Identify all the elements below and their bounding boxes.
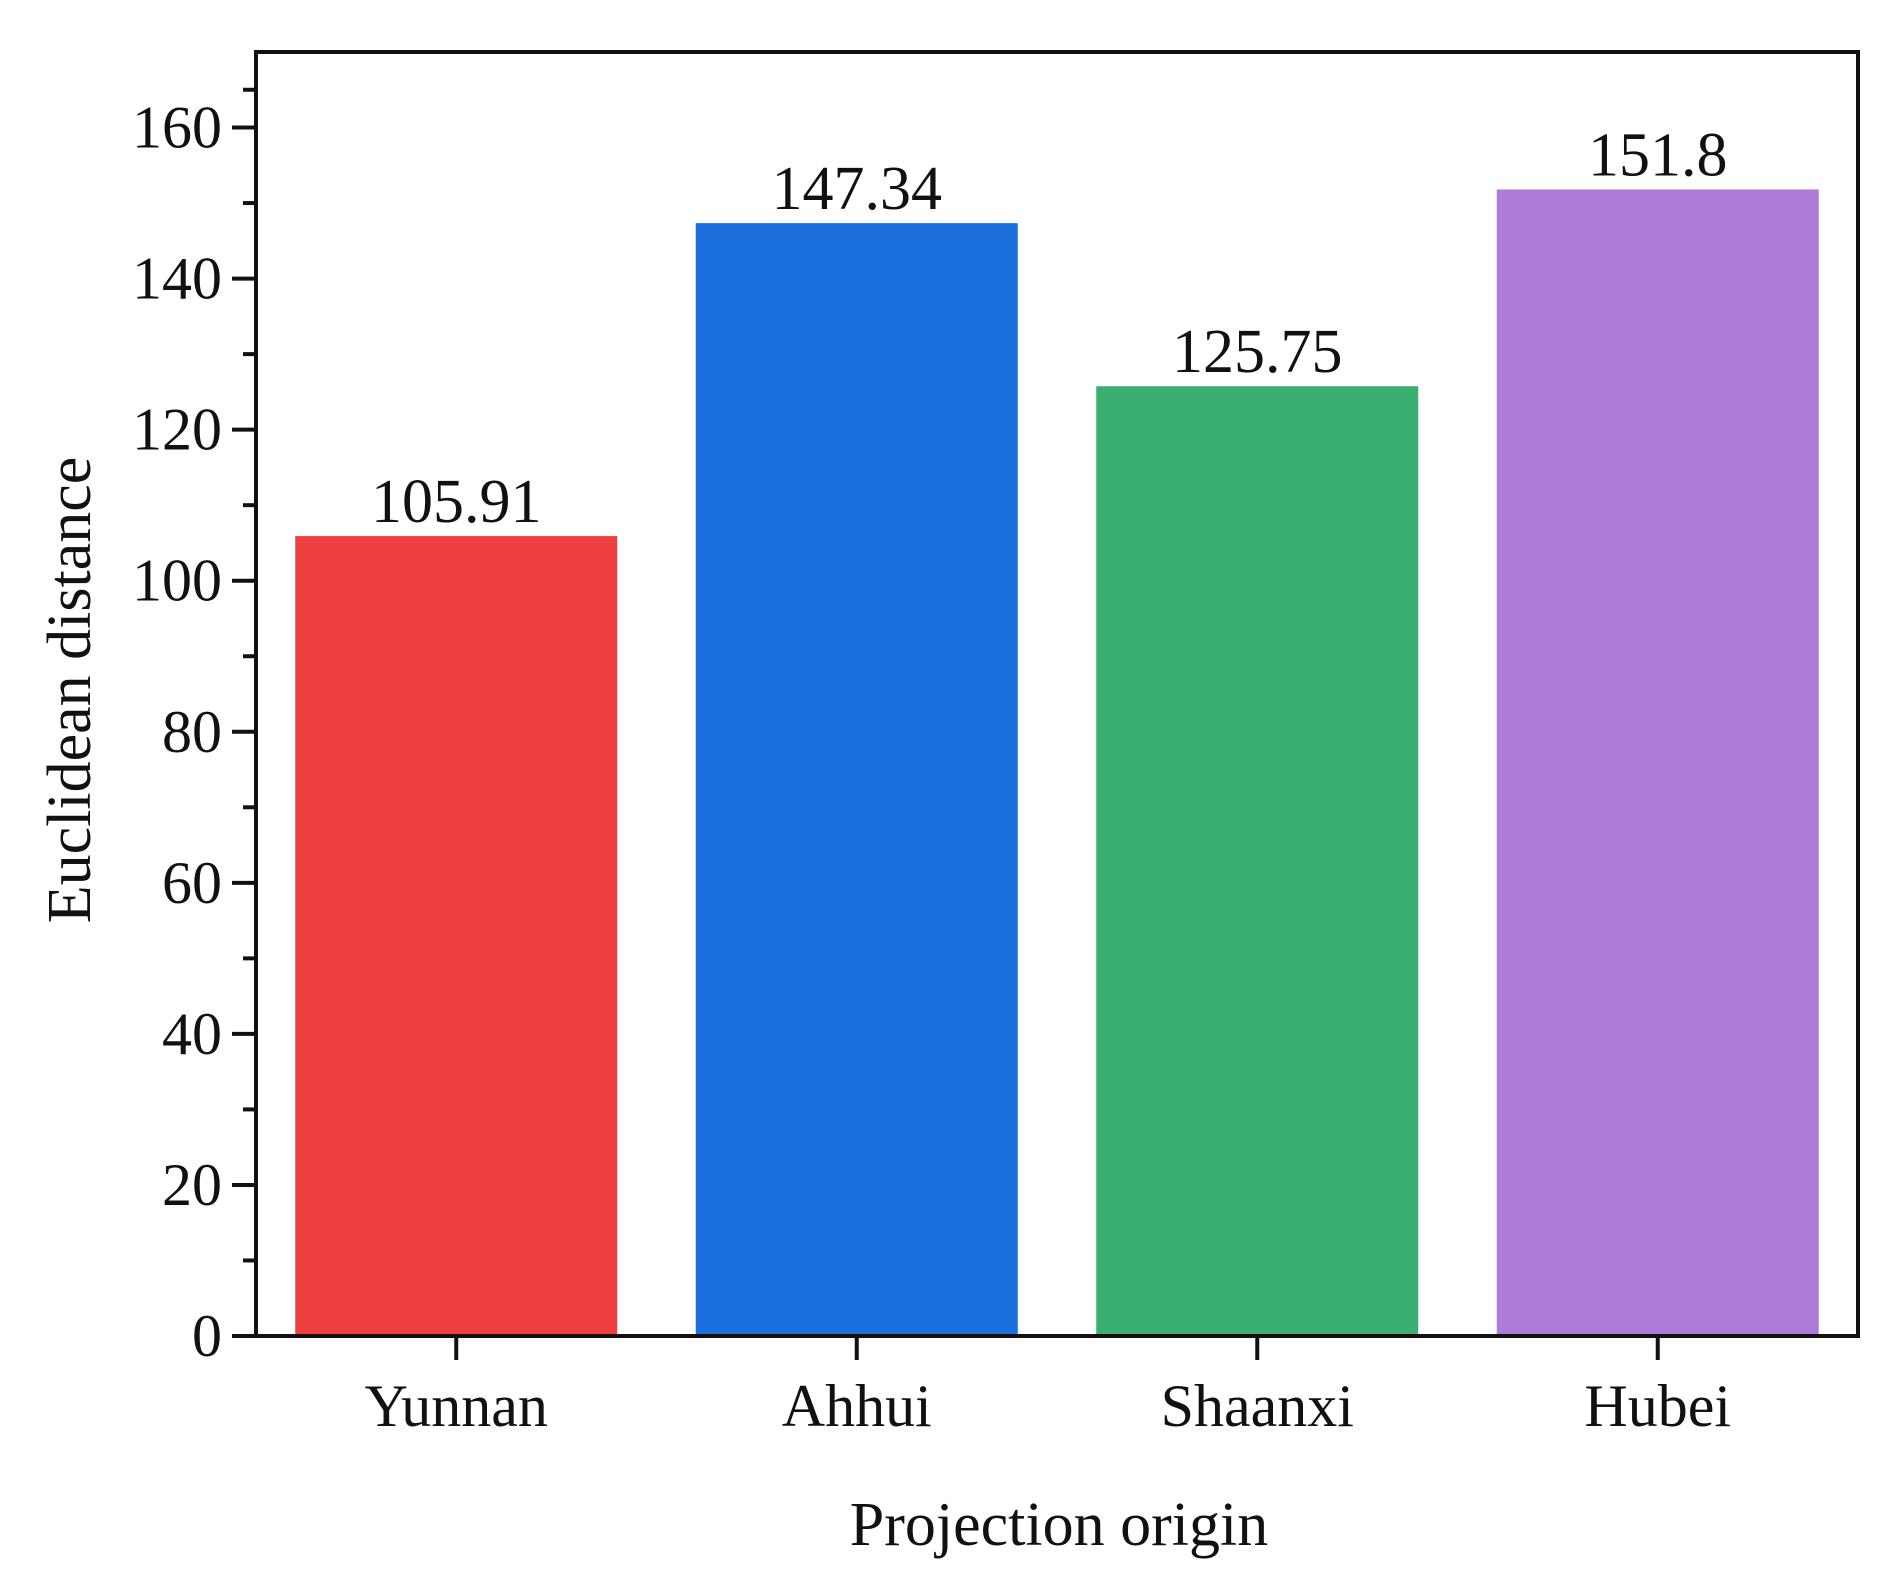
data-label-yunnan: 105.91: [371, 468, 542, 536]
y-tick-label-160: 160: [132, 95, 222, 161]
data-label-hubei: 151.8: [1588, 121, 1728, 189]
x-tick-label-hubei: Hubei: [1584, 1373, 1731, 1439]
data-labels: 105.91 147.34 125.75 151.8: [371, 121, 1728, 536]
x-tick-label-yunnan: Yunnan: [365, 1373, 548, 1439]
bar-yunnan: [295, 536, 618, 1336]
bars-layer: [295, 189, 1819, 1337]
y-tick-label-20: 20: [162, 1152, 222, 1218]
data-label-shaanxi: 125.75: [1172, 318, 1343, 386]
x-axis: Yunnan Ahhui Shaanxi Hubei: [365, 1336, 1731, 1439]
bar-hubei: [1496, 189, 1819, 1337]
y-tick-label-140: 140: [132, 246, 222, 312]
y-tick-label-120: 120: [132, 397, 222, 463]
x-axis-title: Projection origin: [850, 1491, 1268, 1559]
y-axis-title: Euclidean distance: [36, 457, 104, 924]
bar-shaanxi: [1096, 386, 1419, 1336]
y-tick-label-60: 60: [162, 850, 222, 916]
bar-ahhui: [695, 223, 1018, 1336]
data-label-ahhui: 147.34: [772, 155, 943, 223]
x-tick-label-shaanxi: Shaanxi: [1161, 1373, 1354, 1439]
x-tick-label-ahhui: Ahhui: [782, 1373, 932, 1439]
y-tick-label-40: 40: [162, 1001, 222, 1067]
y-axis: 0 20 40 60 80 100 120 140 160: [132, 87, 256, 1369]
plot-frame: [254, 50, 1860, 1338]
y-tick-label-0: 0: [192, 1303, 222, 1369]
plot-border: [254, 50, 1860, 1338]
y-tick-label-100: 100: [132, 548, 222, 614]
y-tick-label-80: 80: [162, 699, 222, 765]
